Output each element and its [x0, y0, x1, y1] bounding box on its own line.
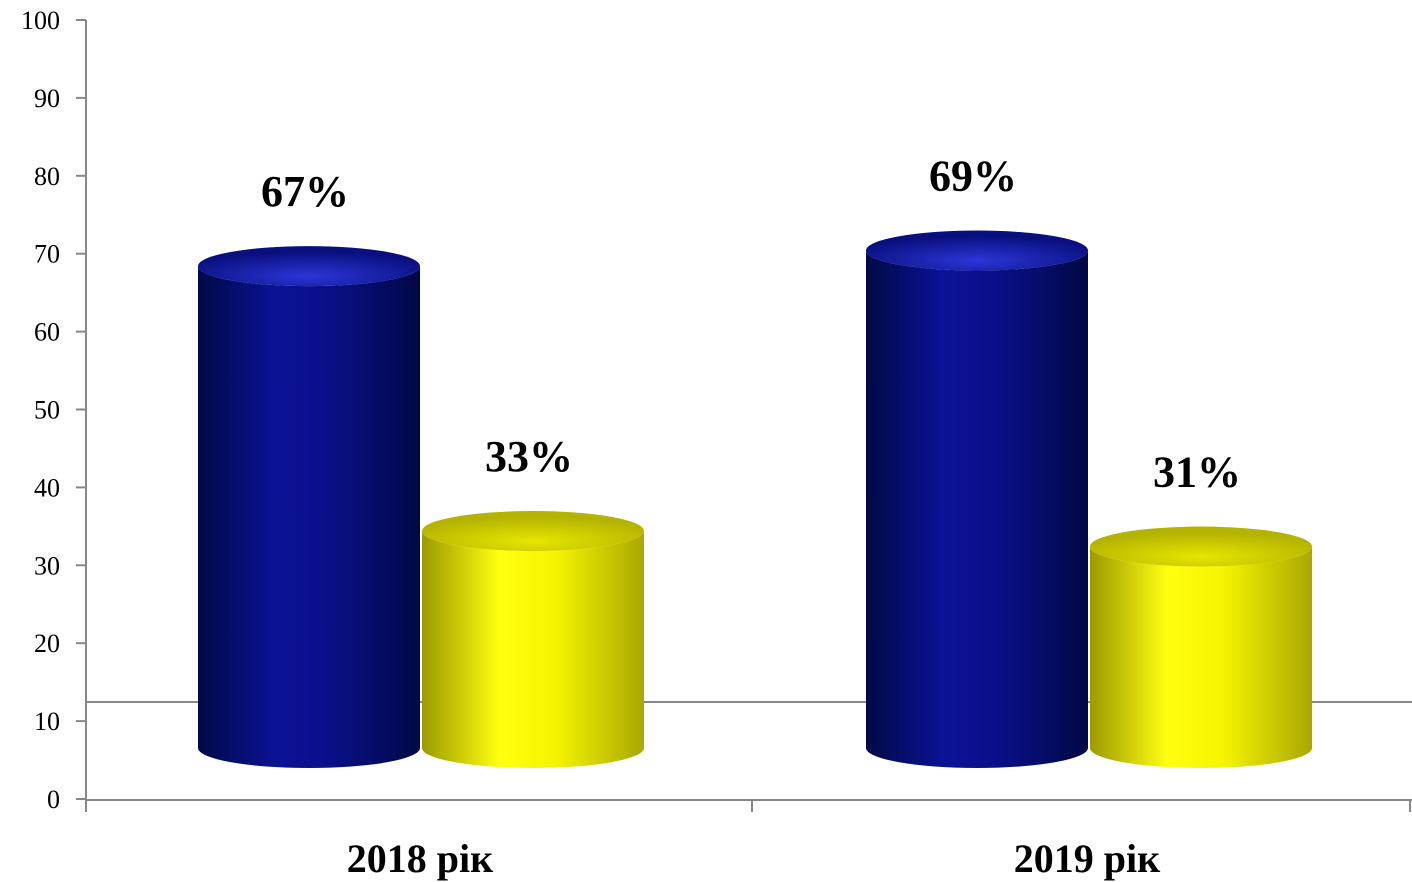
y-tick-label: 30: [34, 551, 60, 580]
bar-top: [198, 246, 420, 287]
bar-body: [422, 530, 645, 768]
data-label: 31%: [1153, 448, 1241, 497]
bar-blue-0: [198, 246, 420, 768]
bar-top: [1090, 526, 1312, 567]
y-tick-label: 40: [34, 473, 60, 502]
bar-yellow-0: [422, 510, 645, 768]
data-label: 69%: [929, 152, 1017, 201]
y-tick-label: 10: [34, 707, 60, 736]
bar-top: [422, 510, 644, 551]
bars-group: [198, 230, 1312, 768]
data-labels-group: 67% 33% 69% 31%: [261, 152, 1241, 497]
y-tick-label: 50: [34, 396, 60, 425]
bar-top: [866, 230, 1088, 271]
y-tick-label: 60: [34, 318, 60, 347]
bar-body: [198, 266, 420, 768]
bar-blue-1: [866, 230, 1088, 768]
y-tick-label: 20: [34, 629, 60, 658]
x-category-label: 2019 рік: [1014, 836, 1160, 881]
y-tick-label: 90: [34, 84, 60, 113]
y-tick-label: 80: [34, 162, 60, 191]
bar-body: [1090, 546, 1312, 768]
y-tick-label: 0: [47, 785, 60, 814]
data-label: 33%: [485, 432, 573, 481]
bar-yellow-1: [1090, 526, 1312, 768]
data-label: 67%: [261, 167, 349, 216]
x-category-label: 2018 рік: [347, 836, 493, 881]
y-tick-label: 70: [34, 240, 60, 269]
bar-body: [866, 250, 1088, 768]
category-labels-group: 2018 рік 2019 рік: [347, 836, 1160, 881]
y-axis-ticks: 0 10 20 30 40 50 60 70 80 90 100: [21, 6, 86, 814]
y-tick-label: 100: [21, 6, 60, 35]
